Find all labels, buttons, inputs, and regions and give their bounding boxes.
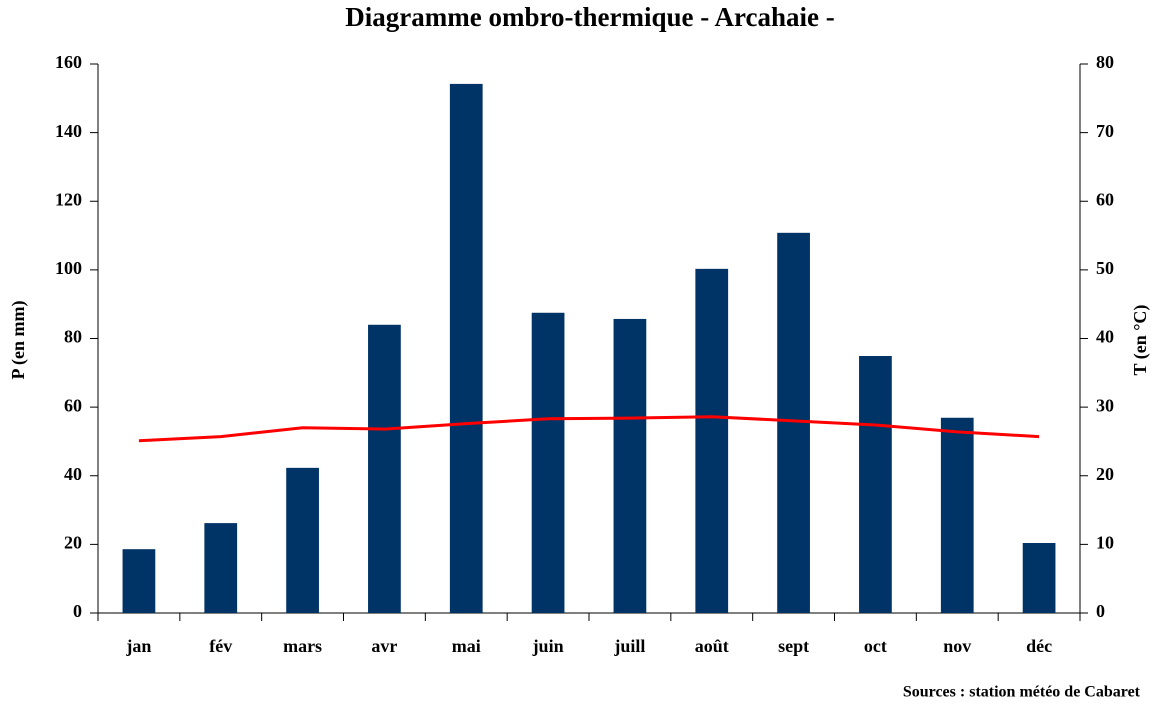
y-tick-label: 160: [55, 52, 82, 72]
bar: [1022, 543, 1056, 613]
y2-tick-label: 60: [1096, 189, 1114, 209]
x-tick-label: oct: [864, 636, 887, 656]
y2-tick-label: 50: [1096, 258, 1114, 278]
bar: [286, 467, 319, 613]
x-tick-label: jan: [125, 636, 151, 656]
y-axis-label: P (en mm): [8, 301, 29, 380]
bar: [368, 324, 401, 613]
source-note: Sources : station météo de Cabaret: [903, 684, 1141, 701]
x-tick-label: mai: [452, 636, 481, 656]
y-tick-label: 120: [55, 189, 82, 209]
x-tick-label: fév: [209, 636, 232, 656]
y-tick-label: 40: [64, 464, 82, 484]
y2-tick-label: 0: [1096, 601, 1105, 621]
bar: [204, 523, 238, 613]
y2-tick-label: 20: [1096, 464, 1114, 484]
bar: [777, 232, 810, 613]
y-tick-label: 0: [73, 601, 82, 621]
y2-tick-label: 40: [1096, 327, 1114, 347]
x-tick-label: juill: [613, 636, 645, 656]
y-tick-label: 140: [55, 121, 82, 141]
x-tick-label: nov: [943, 636, 971, 656]
y-tick-label: 100: [55, 258, 82, 278]
y2-tick-label: 80: [1096, 52, 1114, 72]
bar: [122, 549, 156, 613]
bar: [613, 318, 647, 613]
y2-axis-label: T (en °C): [1130, 305, 1151, 376]
bar: [859, 355, 892, 613]
bar: [940, 417, 974, 613]
y2-tick-label: 70: [1096, 121, 1114, 141]
chart-title: Diagramme ombro-thermique - Arcahaie -: [345, 2, 834, 32]
y2-tick-label: 10: [1096, 533, 1114, 553]
y-tick-label: 80: [64, 327, 82, 347]
bar: [695, 268, 729, 613]
temperature-line: [138, 415, 1040, 443]
y-tick-label: 60: [64, 395, 82, 415]
y-tick-label: 20: [64, 533, 82, 553]
y2-tick-label: 30: [1096, 395, 1114, 415]
x-tick-label: mars: [283, 636, 322, 656]
bar: [531, 312, 565, 613]
x-tick-label: août: [695, 636, 729, 656]
x-tick-label: juin: [532, 636, 564, 656]
x-tick-label: avr: [371, 636, 397, 656]
x-tick-label: déc: [1026, 636, 1052, 656]
x-tick-label: sept: [778, 636, 809, 656]
bar: [449, 83, 483, 614]
